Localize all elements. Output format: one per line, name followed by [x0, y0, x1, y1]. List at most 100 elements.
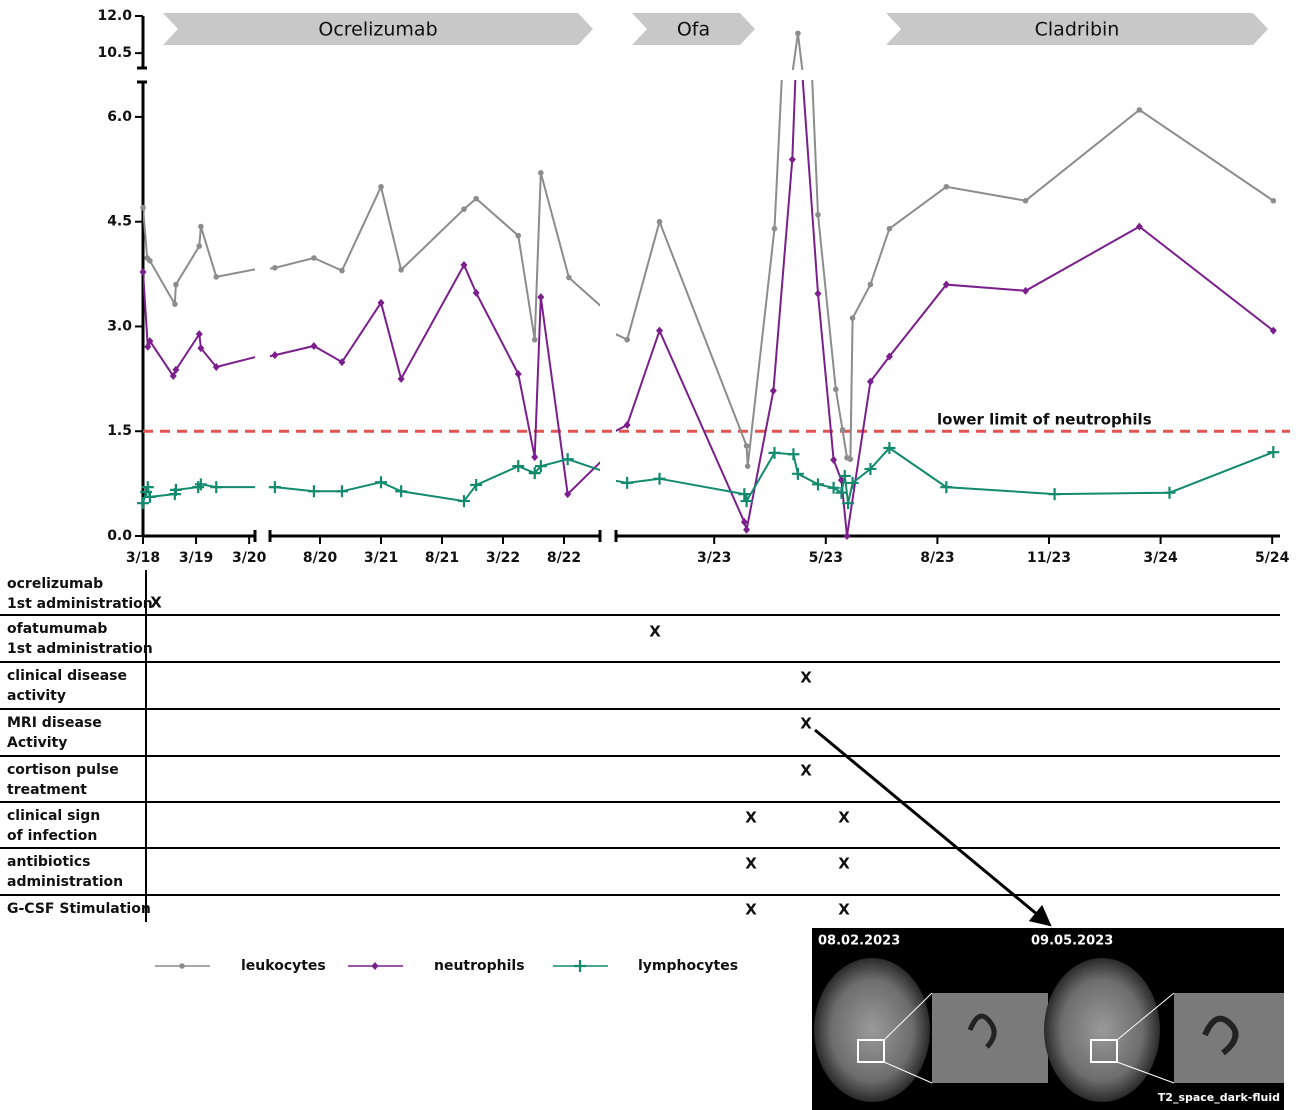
data-point: [140, 268, 147, 276]
data-point: [1049, 488, 1061, 500]
x-tick-label: 11/23: [1027, 550, 1071, 566]
data-point: [1137, 107, 1143, 113]
data-point: [531, 453, 538, 461]
event-mark: X: [800, 669, 812, 687]
data-point: [840, 427, 846, 433]
data-point: [308, 485, 320, 497]
y-tick-label: 3.0: [107, 318, 132, 334]
x-tick-label: 8/23: [920, 550, 954, 566]
x-tick-label: 8/22: [547, 550, 581, 566]
data-point: [657, 219, 663, 225]
x-tick-label: 8/21: [425, 550, 459, 566]
mri-image: [1044, 958, 1160, 1102]
event-mark: X: [649, 623, 661, 641]
data-point: [812, 478, 824, 490]
row-label: administration: [7, 874, 123, 890]
x-tick-label: 3/22: [486, 550, 520, 566]
data-point: [1271, 198, 1277, 204]
series-line: [0, 12, 1273, 536]
data-point: [887, 226, 893, 232]
data-point: [172, 301, 178, 307]
data-point: [795, 31, 801, 37]
data-point: [944, 184, 950, 190]
mri-zoom: [932, 993, 1048, 1083]
y-tick-label: 10.5: [97, 45, 132, 61]
legend-label: leukocytes: [241, 958, 326, 974]
legend-marker: [574, 960, 586, 972]
legend-label: neutrophils: [434, 958, 525, 974]
x-tick-label: 5/24: [1255, 550, 1290, 566]
data-point: [789, 156, 796, 164]
legend-label: lymphocytes: [638, 958, 738, 974]
series-line: [137, 127, 992, 313]
x-tick-label: 3/21: [364, 550, 398, 566]
data-point: [868, 282, 874, 288]
mri-image: [814, 958, 930, 1102]
data-point: [830, 456, 837, 464]
data-point: [745, 463, 751, 469]
event-mark: X: [150, 594, 162, 612]
data-point: [814, 290, 821, 298]
data-point: [1022, 287, 1029, 295]
row-label: treatment: [7, 782, 87, 798]
data-point: [311, 255, 317, 261]
event-mark: X: [745, 809, 757, 827]
data-point: [515, 233, 521, 239]
x-tick-label: 3/19: [179, 550, 213, 566]
series-line: [137, 0, 992, 466]
chart: OcrelizumabOfaCladribin0.01.53.04.56.010…: [0, 0, 1290, 974]
mri-sequence: T2_space_dark-fluid: [1158, 1091, 1280, 1104]
data-point: [656, 327, 663, 335]
data-point: [624, 421, 631, 429]
reference-label: lower limit of neutrophils: [937, 411, 1152, 429]
data-point: [310, 342, 317, 350]
data-point: [198, 224, 204, 230]
data-point: [850, 315, 856, 321]
row-label: ocrelizumab: [7, 576, 103, 592]
data-point: [196, 243, 202, 249]
mri-panel: 08.02.2023 09.05.2023 T2_space_dark-flui…: [812, 928, 1284, 1110]
row-label: cortison pulse: [7, 762, 119, 778]
data-point: [532, 337, 538, 343]
x-tick-label: 3/23: [697, 550, 731, 566]
y-tick-label: 0.0: [107, 528, 132, 544]
series-line: [137, 33, 992, 288]
series-line: [0, 282, 1273, 302]
row-label: of infection: [7, 828, 97, 844]
row-label: MRI disease: [7, 715, 102, 731]
y-tick-label: 4.5: [107, 214, 132, 230]
row-label: antibiotics: [7, 854, 90, 870]
data-point: [770, 387, 777, 395]
event-mark: X: [800, 762, 812, 780]
data-point: [743, 526, 750, 534]
event-mark: X: [838, 901, 850, 919]
data-point: [1267, 446, 1279, 458]
event-mark: X: [838, 855, 850, 873]
x-tick-label: 3/24: [1143, 550, 1178, 566]
data-point: [271, 351, 278, 359]
row-label: G-CSF Stimulation: [7, 901, 151, 917]
event-mark: X: [745, 901, 757, 919]
data-point: [140, 205, 146, 211]
data-point: [792, 468, 804, 480]
series-line: [137, 12, 992, 536]
data-point: [375, 476, 387, 488]
data-point: [940, 481, 952, 493]
series-line: [0, 448, 1273, 503]
x-tick-label: 3/20: [232, 550, 267, 566]
data-point: [768, 447, 780, 459]
x-tick-label: 8/20: [303, 550, 338, 566]
row-label: 1st administration: [7, 596, 153, 612]
data-point: [772, 226, 778, 232]
series-line: [0, 33, 1273, 288]
row-label: Activity: [7, 735, 67, 751]
row-label: activity: [7, 688, 66, 704]
data-point: [269, 481, 281, 493]
data-point: [538, 170, 544, 176]
data-point: [461, 206, 467, 212]
legend-marker: [372, 962, 379, 970]
row-label: ofatumumab: [7, 621, 107, 637]
data-point: [848, 456, 854, 462]
data-point: [137, 497, 149, 509]
